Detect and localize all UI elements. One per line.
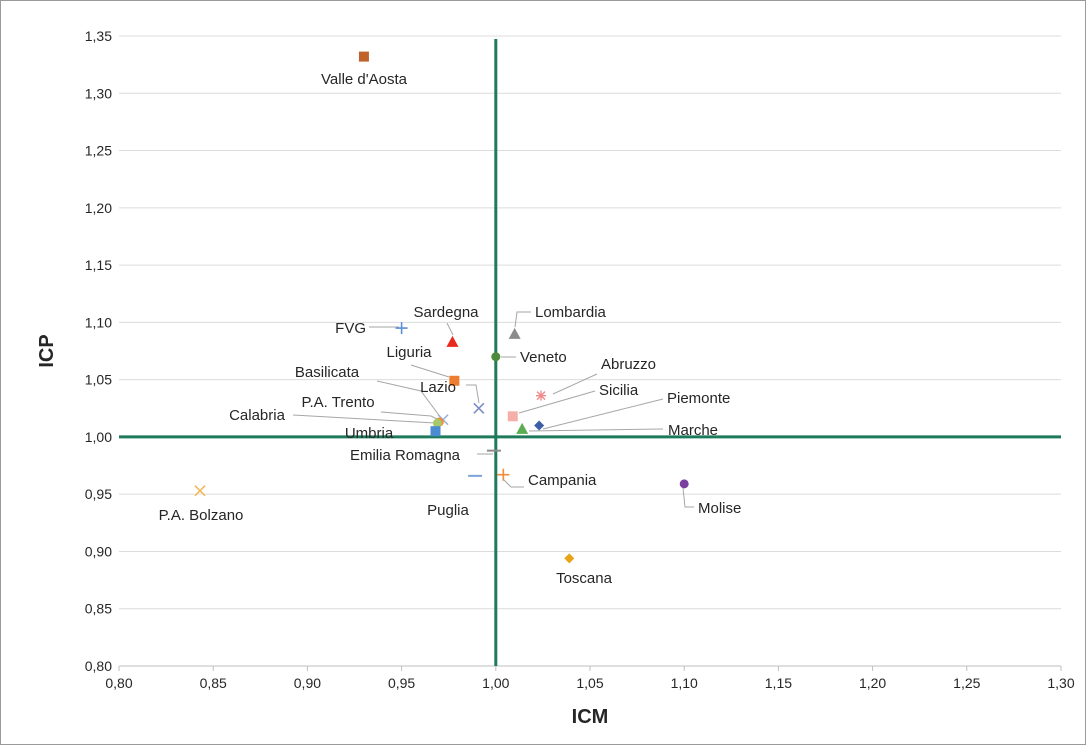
x-axis-title: ICM (572, 706, 609, 728)
y-tick-label: 0,90 (85, 543, 112, 559)
leader-line (552, 373, 598, 395)
marker-diamond (564, 553, 575, 564)
y-tick-label: 1,15 (85, 257, 112, 273)
point-label: Liguria (386, 344, 432, 361)
x-tick-label: 1,20 (859, 675, 886, 691)
y-tick-label: 1,05 (85, 372, 112, 388)
point-label: Veneto (520, 349, 567, 366)
point-label: Umbria (345, 425, 394, 442)
leader-line (446, 322, 454, 336)
y-tick-labels: 0,80 0,85 0,90 0,95 1,00 1,05 1,10 1,15 1,20 1,25… (85, 28, 112, 674)
point-label: Basilicata (295, 364, 360, 381)
marker-x (194, 485, 206, 497)
marker-square (449, 375, 460, 386)
y-tick-label: 0,95 (85, 486, 112, 502)
point-label: Emilia Romagna (350, 447, 461, 464)
point-label: Sicilia (599, 382, 639, 399)
leader-line (410, 364, 450, 378)
point-label: Lazio (420, 379, 456, 396)
x-tick-label: 1,00 (482, 675, 509, 691)
point-label: Toscana (556, 570, 613, 587)
data-points (194, 51, 689, 564)
x-tick-label: 0,95 (388, 675, 415, 691)
marker-star (536, 390, 547, 401)
x-tick-label: 0,80 (105, 675, 132, 691)
y-tick-label: 0,85 (85, 601, 112, 617)
y-tick-label: 1,20 (85, 200, 112, 216)
point-label: Puglia (427, 502, 469, 519)
leader-lines (292, 311, 694, 508)
point-label: Piemonte (667, 390, 730, 407)
marker-plus (395, 322, 408, 335)
point-label: Marche (668, 422, 718, 439)
leader-line (682, 487, 694, 508)
leader-line (502, 478, 524, 488)
leader-line (514, 311, 531, 328)
marker-circle (432, 418, 442, 428)
y-tick-label: 1,25 (85, 143, 112, 159)
marker-square (430, 426, 441, 437)
leader-line (518, 390, 596, 414)
y-tick-label: 1,35 (85, 28, 112, 44)
leader-line (466, 384, 480, 404)
marker-plus (497, 468, 510, 481)
leader-line (292, 414, 436, 424)
point-label: P.A. Trento (301, 394, 374, 411)
x-tick-label: 1,15 (765, 675, 792, 691)
point-label: P.A. Bolzano (159, 507, 244, 524)
x-tick-label: 0,85 (200, 675, 227, 691)
leader-line (528, 428, 664, 432)
leader-line (376, 380, 442, 419)
x-tick-label: 0,90 (294, 675, 321, 691)
marker-diamond (534, 420, 545, 431)
point-label: Sardegna (413, 304, 479, 321)
x-tick-label: 1,05 (576, 675, 603, 691)
y-tick-label: 1,30 (85, 85, 112, 101)
marker-circle (491, 352, 501, 362)
y-tick-label: 0,80 (85, 658, 112, 674)
point-label: Calabria (229, 407, 286, 424)
y-tick-label: 1,10 (85, 314, 112, 330)
marker-x (473, 402, 485, 414)
point-label: Abruzzo (601, 356, 656, 373)
x-tick-label: 1,10 (671, 675, 698, 691)
point-label: Campania (528, 472, 597, 489)
marker-square (358, 51, 369, 62)
marker-triangle (446, 335, 459, 347)
leader-line (542, 398, 664, 430)
point-labels: Valle d'Aosta FVG Sardegna Lombardia Veneto L… (159, 71, 742, 587)
point-label: Lombardia (535, 304, 607, 321)
axes (118, 665, 1062, 671)
point-label: FVG (335, 320, 366, 337)
y-tick-label: 1,00 (85, 429, 112, 445)
leader-line (380, 411, 440, 421)
y-axis-title: ICP (36, 334, 58, 367)
point-label: Molise (698, 500, 741, 517)
x-tick-label: 1,30 (1047, 675, 1074, 691)
marker-circle (679, 479, 689, 489)
marker-square (507, 411, 518, 422)
x-tick-label: 1,25 (953, 675, 980, 691)
point-label: Valle d'Aosta (321, 71, 408, 88)
marker-triangle (516, 422, 529, 434)
marker-triangle (508, 327, 521, 339)
x-tick-labels: 0,80 0,85 0,90 0,95 1,00 1,05 1,10 1,15 1,20 1,25… (105, 675, 1074, 691)
